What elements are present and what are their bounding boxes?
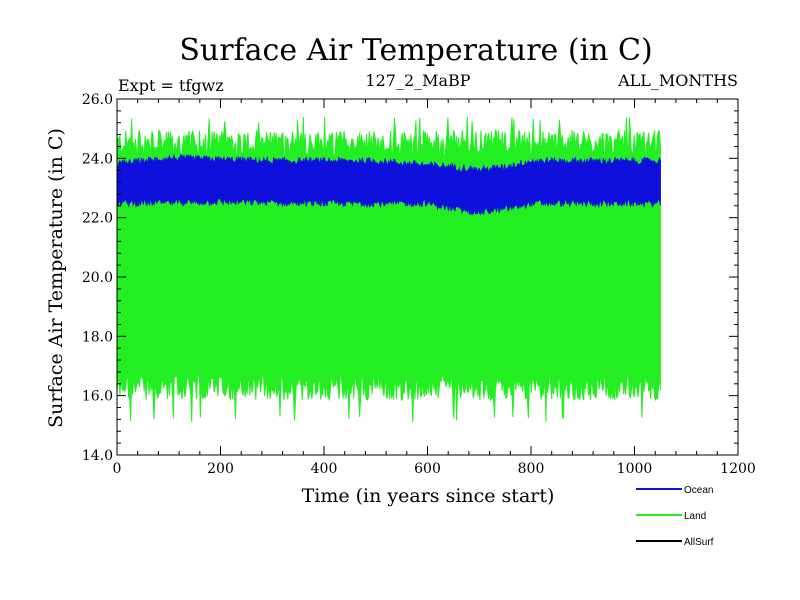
period-label: 127_2_MaBP [365,71,470,90]
y-tick-label: 20.0 [82,270,113,286]
x-tick-label: 600 [414,461,441,477]
months-label: ALL_MONTHS [617,71,738,90]
x-axis-label: Time (in years since start) [302,485,555,507]
legend-label-land: Land [684,511,706,522]
y-tick-label: 16.0 [82,389,113,405]
ocean-series [116,153,661,216]
legend-label-ocean: Ocean [684,485,713,496]
legend: Ocean Land AllSurf [636,485,714,548]
y-tick-label: 14.0 [82,448,113,464]
y-tick-label: 24.0 [82,151,113,167]
y-axis-label: Surface Air Temperature (in C) [45,128,67,428]
x-tick-label: 1200 [720,461,756,477]
legend-label-allsurf: AllSurf [684,537,714,548]
expt-label: Expt = tfgwz [118,76,224,95]
chart-title: Surface Air Temperature (in C) [179,33,652,68]
axes: 0 200 400 600 800 1000 1200 14.0 16.0 18.0 20.0 22.… [82,92,756,477]
x-tick-label: 0 [113,461,122,477]
y-tick-label: 18.0 [82,329,113,345]
x-tick-label: 800 [518,461,545,477]
x-tick-label: 200 [207,461,234,477]
y-tick-label: 22.0 [82,211,113,227]
x-tick-label: 1000 [617,461,653,477]
plot-series [116,116,661,423]
y-tick-label: 26.0 [82,92,113,108]
x-tick-label: 400 [311,461,338,477]
